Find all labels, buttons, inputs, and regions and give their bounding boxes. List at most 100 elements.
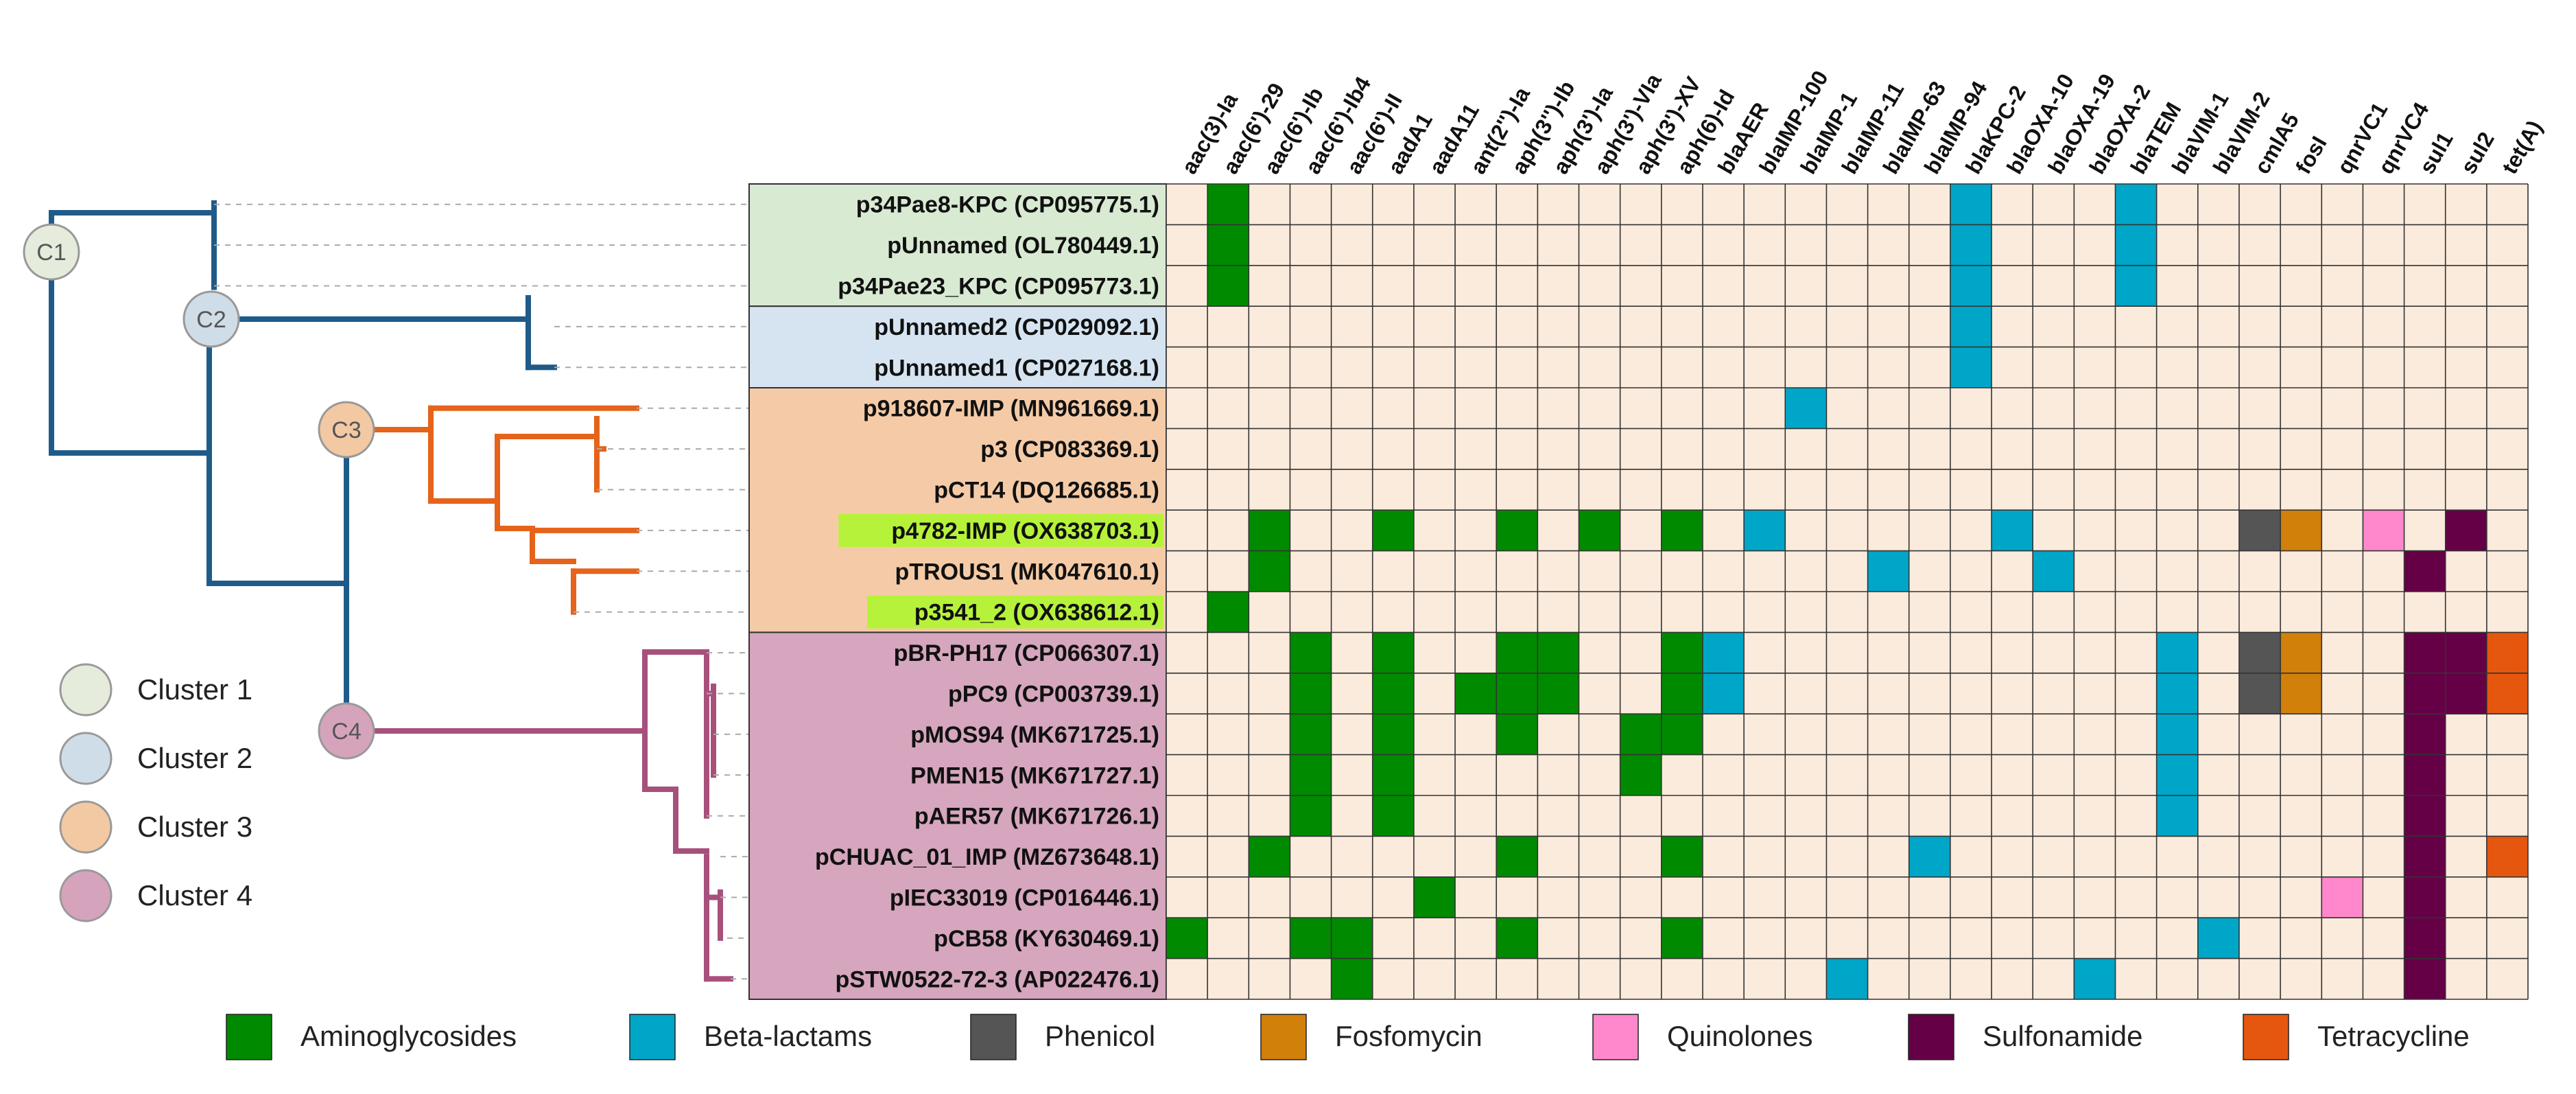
gene-absent-cell: [1579, 428, 1620, 469]
gene-absent-cell: [1290, 388, 1332, 429]
gene-header: fosI: [2291, 132, 2332, 178]
gene-absent-cell: [1661, 388, 1703, 429]
gene-absent-cell: [1413, 428, 1456, 469]
gene-absent-cell: [1826, 836, 1868, 877]
gene-absent-cell: [2363, 550, 2404, 592]
gene-absent-cell: [1455, 428, 1497, 469]
gene-absent-cell: [1744, 306, 1786, 347]
gene-absent-cell: [1331, 265, 1373, 307]
gene-absent-cell: [1992, 224, 2033, 266]
gene-absent-cell: [1455, 876, 1497, 918]
gene-present-cell: [1661, 714, 1703, 755]
gene-absent-cell: [2280, 469, 2322, 511]
gene-header: sul2: [2456, 128, 2499, 178]
gene-absent-cell: [2321, 347, 2363, 388]
gene-absent-cell: [1290, 347, 1332, 388]
gene-absent-cell: [1372, 592, 1414, 633]
gene-absent-cell: [1620, 347, 1662, 388]
gene-absent-cell: [1992, 184, 2033, 225]
gene-absent-cell: [1785, 306, 1827, 347]
gene-absent-cell: [1579, 388, 1620, 429]
gene-absent-cell: [1579, 469, 1620, 511]
gene-absent-cell: [1372, 428, 1414, 469]
gene-absent-cell: [1702, 918, 1745, 959]
gene-absent-cell: [1331, 876, 1373, 918]
gene-present-cell: [2404, 714, 2446, 755]
gene-absent-cell: [1785, 347, 1827, 388]
gene-absent-cell: [2156, 550, 2198, 592]
gene-absent-cell: [1744, 876, 1786, 918]
gene-absent-cell: [1702, 876, 1745, 918]
gene-absent-cell: [1702, 428, 1745, 469]
gene-present-cell: [1372, 754, 1414, 795]
gene-present-cell: [2156, 795, 2198, 837]
gene-absent-cell: [1867, 673, 1909, 714]
gene-absent-cell: [1950, 428, 1992, 469]
gene-present-cell: [2115, 265, 2157, 307]
gene-absent-cell: [1166, 469, 1208, 511]
gene-absent-cell: [1620, 388, 1662, 429]
gene-absent-cell: [2238, 184, 2281, 225]
gene-absent-cell: [1744, 265, 1786, 307]
gene-absent-cell: [1537, 510, 1579, 551]
gene-absent-cell: [1909, 510, 1950, 551]
gene-absent-cell: [1166, 510, 1208, 551]
gene-absent-cell: [2115, 550, 2157, 592]
gene-absent-cell: [2321, 265, 2363, 307]
gene-absent-cell: [2280, 754, 2322, 795]
gene-absent-cell: [1744, 224, 1786, 266]
gene-absent-cell: [1579, 224, 1620, 266]
gene-absent-cell: [1867, 918, 1909, 959]
gene-absent-cell: [1413, 836, 1456, 877]
gene-present-cell: [2404, 550, 2446, 592]
cluster-node-label: C3: [331, 417, 361, 443]
gene-present-cell: [1207, 592, 1249, 633]
gene-absent-cell: [2033, 876, 2075, 918]
gene-present-cell: [1661, 673, 1703, 714]
gene-absent-cell: [1207, 876, 1249, 918]
gene-absent-cell: [1166, 388, 1208, 429]
gene-absent-cell: [1537, 388, 1579, 429]
gene-absent-cell: [1455, 224, 1497, 266]
gene-present-cell: [1496, 714, 1538, 755]
gene-present-cell: [1290, 754, 1332, 795]
gene-absent-cell: [1909, 265, 1950, 307]
gene-absent-cell: [2156, 469, 2198, 511]
gene-absent-cell: [1166, 184, 1208, 225]
gene-absent-cell: [2238, 754, 2281, 795]
gene-absent-cell: [1496, 550, 1538, 592]
gene-absent-cell: [1166, 876, 1208, 918]
gene-absent-cell: [1249, 876, 1290, 918]
gene-absent-cell: [1950, 388, 1992, 429]
gene-absent-cell: [1992, 795, 2033, 837]
gene-absent-cell: [2074, 469, 2116, 511]
gene-absent-cell: [1992, 918, 2033, 959]
gene-absent-cell: [1579, 958, 1620, 999]
gene-present-cell: [1702, 632, 1745, 673]
gene-absent-cell: [1950, 876, 1992, 918]
gene-absent-cell: [2363, 184, 2404, 225]
gene-absent-cell: [1950, 592, 1992, 633]
gene-absent-cell: [1785, 876, 1827, 918]
gene-absent-cell: [1372, 388, 1414, 429]
gene-absent-cell: [2321, 918, 2363, 959]
gene-absent-cell: [1413, 795, 1456, 837]
gene-absent-cell: [2074, 347, 2116, 388]
gene-absent-cell: [1909, 754, 1950, 795]
gene-absent-cell: [1992, 265, 2033, 307]
gene-absent-cell: [2486, 224, 2528, 266]
gene-absent-cell: [1620, 469, 1662, 511]
gene-absent-cell: [1290, 224, 1332, 266]
gene-absent-cell: [1661, 347, 1703, 388]
class-legend-swatch: [226, 1014, 272, 1060]
gene-absent-cell: [1744, 632, 1786, 673]
gene-absent-cell: [2197, 550, 2239, 592]
gene-absent-cell: [1620, 632, 1662, 673]
gene-absent-cell: [2486, 306, 2528, 347]
gene-absent-cell: [2363, 347, 2404, 388]
plasmid-label: p34Pae8-KPC (CP095775.1): [856, 192, 1159, 218]
gene-absent-cell: [1537, 184, 1579, 225]
gene-present-cell: [1372, 714, 1414, 755]
gene-absent-cell: [1166, 306, 1208, 347]
gene-absent-cell: [1909, 469, 1950, 511]
